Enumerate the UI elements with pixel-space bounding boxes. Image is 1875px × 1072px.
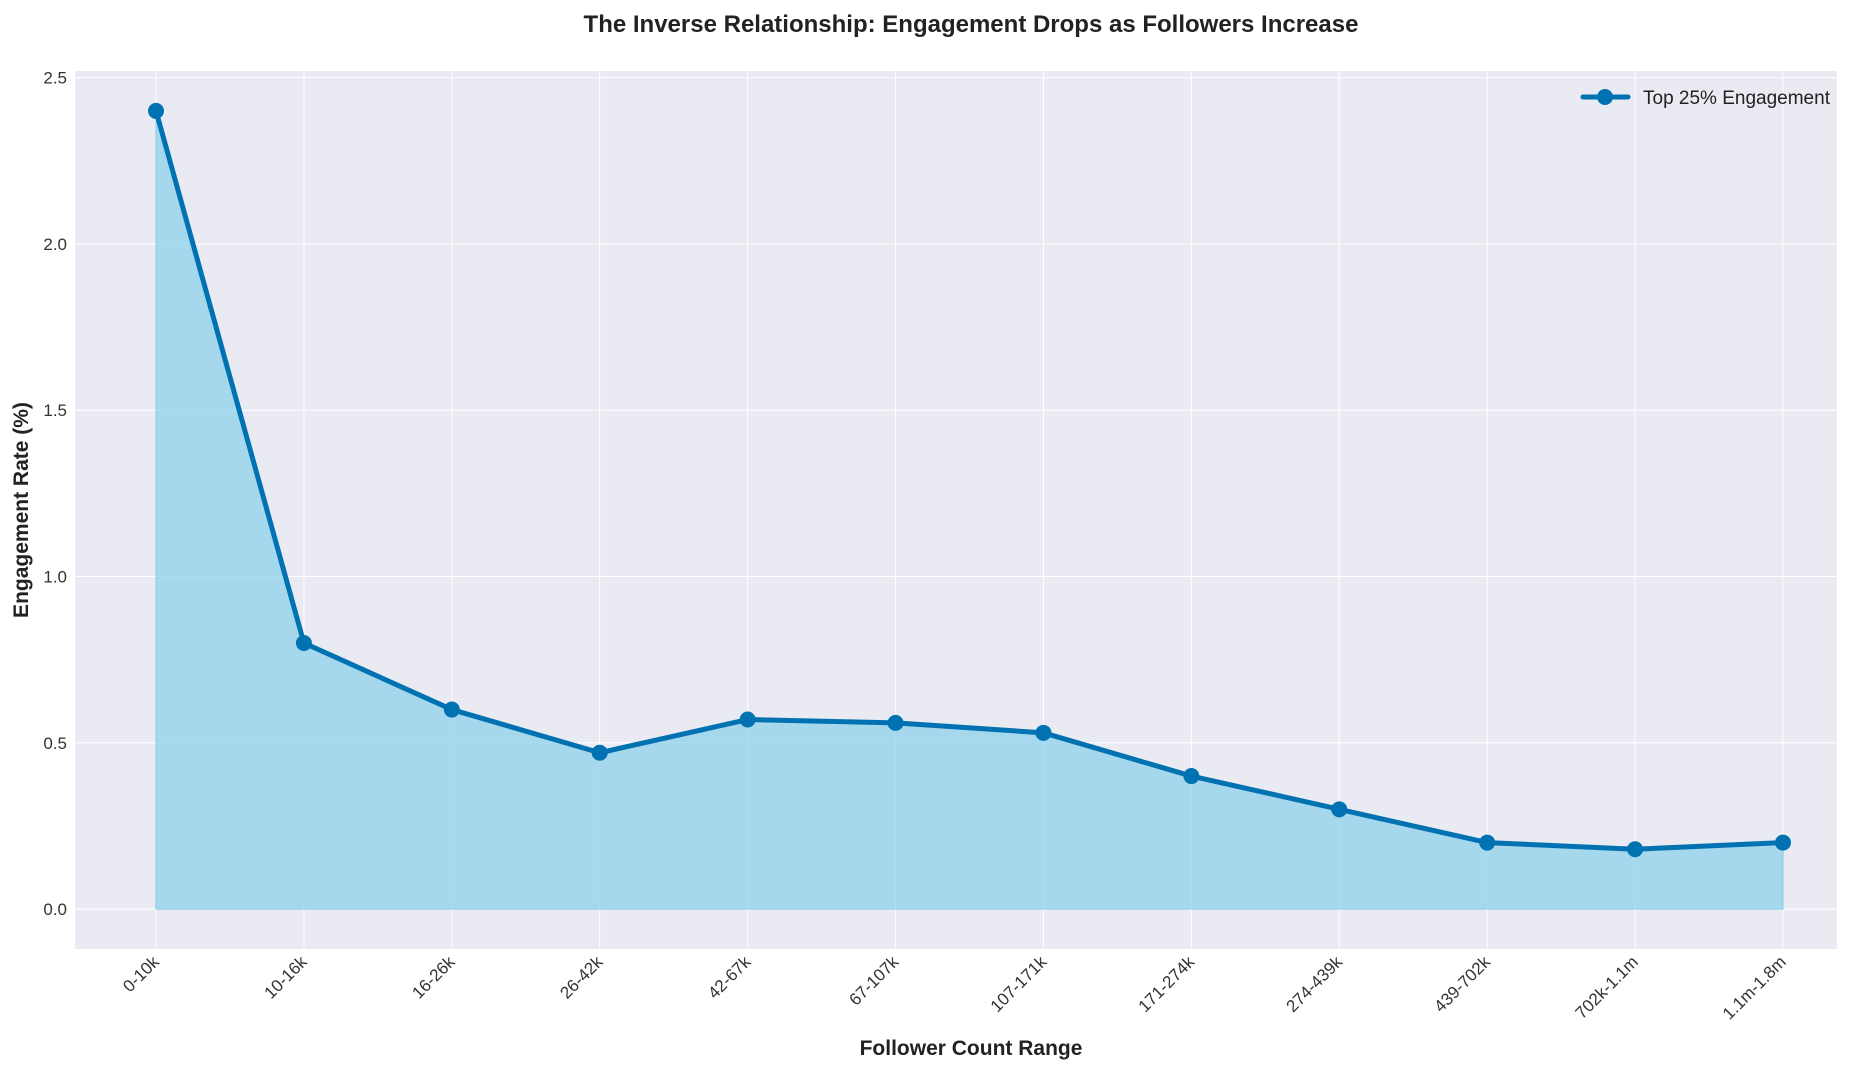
x-tick-label: 107-171k xyxy=(987,952,1051,1016)
y-tick-label: 1.5 xyxy=(43,401,67,420)
data-point xyxy=(148,102,164,119)
data-point xyxy=(1627,841,1644,858)
x-tick-label: 274-439k xyxy=(1283,952,1347,1016)
x-tick-label: 67-107k xyxy=(845,952,902,1009)
y-tick-label: 1.0 xyxy=(43,568,67,587)
x-tick-label: 439-702k xyxy=(1430,952,1494,1016)
data-point xyxy=(739,711,756,728)
x-tick-label: 42-67k xyxy=(704,952,755,1003)
x-tick-label: 702k-1.1m xyxy=(1572,952,1642,1022)
data-point xyxy=(1775,834,1791,851)
data-point xyxy=(1035,724,1052,741)
y-axis-label: Engagement Rate (%) xyxy=(10,402,33,618)
x-tick-label: 171-274k xyxy=(1135,952,1199,1016)
series-line-layer xyxy=(153,108,1786,852)
legend-entry-label: Top 25% Engagement xyxy=(1643,88,1831,109)
legend-marker-swatch xyxy=(1597,89,1613,105)
y-tick-labels: 0.0 0.5 1.0 1.5 2.0 2.5 xyxy=(43,69,67,919)
y-tick-label: 0.0 xyxy=(43,900,67,919)
x-tick-label: 10-16k xyxy=(261,952,312,1003)
data-point xyxy=(1479,834,1496,851)
data-point xyxy=(1183,768,1200,785)
data-point xyxy=(887,714,904,731)
y-tick-label: 2.0 xyxy=(43,235,67,254)
x-tick-label: 0-10k xyxy=(119,952,163,996)
data-point xyxy=(295,635,312,652)
legend: Top 25% Engagement xyxy=(1580,88,1831,109)
series-points-layer xyxy=(148,102,1791,858)
x-tick-label: 16-26k xyxy=(408,952,459,1003)
data-point xyxy=(443,701,460,718)
chart-title: The Inverse Relationship: Engagement Dro… xyxy=(584,11,1359,38)
x-axis-label: Follower Count Range xyxy=(860,1037,1083,1060)
series-line xyxy=(153,108,1786,852)
x-tick-label: 1.1m-1.8m xyxy=(1719,952,1790,1023)
data-point xyxy=(591,744,608,761)
y-tick-label: 0.5 xyxy=(43,734,67,753)
y-tick-label: 2.5 xyxy=(43,69,67,88)
x-tick-label: 26-42k xyxy=(556,952,607,1003)
x-tick-labels: 0-10k 10-16k 16-26k 26-42k 42-67k 67-107k 107-… xyxy=(119,952,1790,1023)
data-point xyxy=(1331,801,1348,818)
